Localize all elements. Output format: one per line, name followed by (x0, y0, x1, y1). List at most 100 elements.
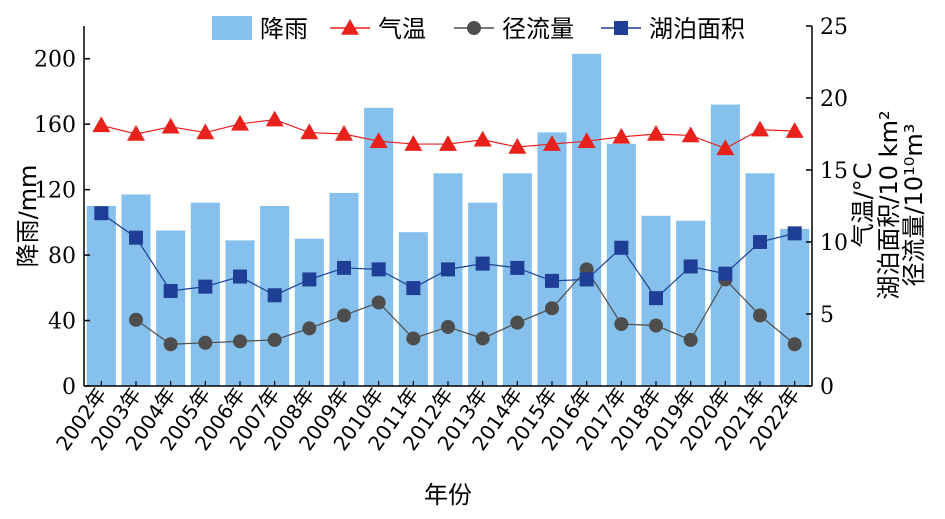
bar-2004年 (156, 230, 186, 386)
point-湖泊面积-2010年 (371, 262, 386, 277)
point-径流量-2004年 (163, 337, 178, 352)
point-湖泊面积-2022年 (787, 226, 802, 241)
point-气温-2005年 (196, 123, 215, 140)
bar-2008年 (294, 238, 324, 386)
bar-2006年 (225, 240, 255, 386)
bar-2005年 (190, 202, 220, 386)
right-tick-label: 0 (820, 375, 834, 400)
bar-2014年 (502, 173, 532, 386)
point-径流量-2012年 (441, 319, 455, 334)
bar-2011年 (398, 232, 428, 386)
point-气温-2012年 (439, 135, 457, 151)
legend-marker-湖泊面积 (614, 21, 628, 35)
point-气温-2013年 (473, 130, 492, 147)
point-气温-2006年 (231, 114, 249, 131)
right-tick-label: 25 (820, 15, 848, 40)
bar-2003年 (121, 194, 151, 386)
point-径流量-2008年 (302, 321, 317, 336)
point-气温-2007年 (265, 110, 284, 127)
point-湖泊面积-2015年 (545, 273, 559, 288)
left-tick-label: 0 (62, 375, 76, 400)
point-湖泊面积-2017年 (614, 240, 629, 255)
right-tick-label: 10 (820, 231, 848, 256)
point-湖泊面积-2012年 (441, 262, 455, 277)
point-湖泊面积-2002年 (94, 206, 109, 221)
point-湖泊面积-2014年 (510, 260, 525, 275)
point-湖泊面积-2006年 (233, 269, 247, 284)
right-tick-label: 15 (820, 159, 848, 184)
legend-marker-气温 (341, 19, 359, 35)
point-径流量-2021年 (753, 308, 767, 323)
point-气温-2016年 (577, 132, 596, 148)
bar-2010年 (364, 107, 394, 387)
point-湖泊面积-2020年 (718, 266, 733, 281)
point-湖泊面积-2009年 (337, 260, 351, 275)
left-tick-label: 120 (34, 179, 76, 204)
point-径流量-2010年 (371, 295, 386, 310)
point-气温-2010年 (369, 132, 388, 148)
left-tick-label: 80 (48, 244, 76, 269)
point-湖泊面积-2005年 (198, 279, 213, 294)
point-湖泊面积-2018年 (649, 291, 663, 306)
bar-2021年 (745, 173, 775, 386)
left-tick-label: 160 (34, 113, 76, 138)
point-径流量-2011年 (406, 331, 421, 346)
legend-swatch-降雨 (212, 16, 252, 40)
point-气温-2018年 (647, 125, 665, 141)
point-气温-2015年 (543, 135, 561, 151)
right-axis-title: 气温/°C (849, 163, 877, 248)
point-气温-2021年 (751, 120, 769, 137)
point-湖泊面积-2016年 (579, 272, 594, 287)
legend-marker-径流量 (467, 21, 481, 35)
bar-2013年 (468, 202, 498, 386)
right-axis-title: 径流量/10¹⁰m³ (900, 124, 928, 287)
bar-2017年 (606, 143, 636, 386)
point-气温-2009年 (335, 125, 353, 141)
x-axis-title: 年份 (424, 481, 472, 509)
point-气温-2008年 (300, 123, 319, 140)
point-湖泊面积-2004年 (163, 283, 178, 298)
legend-label-降雨: 降雨 (260, 15, 308, 43)
bar-2009年 (329, 192, 359, 386)
left-axis-title: 降雨/mm (14, 165, 42, 268)
right-tick-label: 5 (820, 303, 834, 328)
bar-2022年 (780, 228, 810, 386)
point-气温-2014年 (508, 137, 527, 154)
point-径流量-2009年 (337, 308, 351, 323)
bar-2019年 (676, 220, 706, 386)
point-径流量-2013年 (475, 331, 490, 346)
point-湖泊面积-2003年 (129, 230, 143, 245)
point-气温-2017年 (612, 127, 631, 144)
point-湖泊面积-2013年 (475, 256, 490, 271)
point-径流量-2003年 (129, 312, 143, 327)
point-湖泊面积-2011年 (406, 281, 421, 296)
point-气温-2002年 (92, 116, 111, 133)
point-径流量-2015年 (545, 301, 559, 316)
point-湖泊面积-2019年 (683, 259, 698, 274)
point-湖泊面积-2021年 (753, 235, 767, 249)
point-气温-2011年 (404, 135, 423, 151)
point-径流量-2007年 (267, 332, 282, 347)
point-湖泊面积-2007年 (267, 288, 282, 303)
left-tick-label: 200 (34, 48, 76, 73)
point-气温-2019年 (681, 126, 700, 143)
point-气温-2022年 (785, 122, 804, 138)
point-径流量-2019年 (683, 332, 698, 347)
point-气温-2003年 (127, 125, 145, 141)
point-气温-2020年 (716, 139, 735, 156)
left-tick-label: 40 (48, 310, 76, 335)
point-径流量-2005年 (198, 335, 213, 350)
point-湖泊面积-2008年 (302, 272, 317, 287)
point-径流量-2014年 (510, 315, 525, 330)
legend-label-径流量: 径流量 (502, 15, 574, 43)
bar-2015年 (537, 132, 567, 386)
right-tick-label: 20 (820, 87, 848, 112)
bar-2016年 (572, 53, 602, 387)
bar-2002年 (86, 206, 116, 386)
point-径流量-2022年 (787, 337, 802, 352)
legend-label-气温: 气温 (378, 15, 426, 43)
point-径流量-2018年 (649, 318, 663, 333)
point-径流量-2017年 (614, 317, 629, 332)
point-气温-2004年 (161, 117, 180, 134)
